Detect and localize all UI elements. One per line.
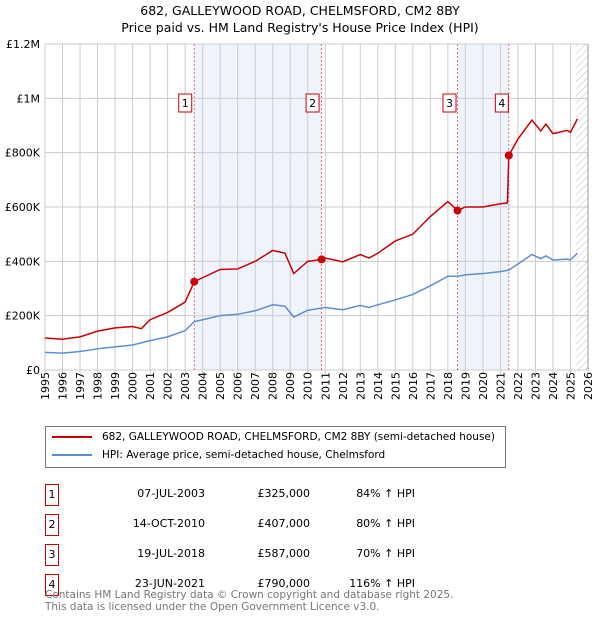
sale-marker-box — [305, 93, 320, 113]
hpi-line — [44, 252, 579, 354]
x-tick-label: 2009 — [284, 372, 297, 400]
sale-marker-box — [494, 93, 509, 113]
x-tick-label: 2024 — [547, 372, 560, 400]
sale-marker-label: 4 — [498, 97, 505, 110]
price-chart: 1995 1996 1997 1998 1999 2000 2001 2002 2003 2004… — [5, 38, 595, 400]
x-tick-label: 2004 — [197, 372, 210, 400]
x-tick-label: 2026 — [582, 372, 595, 400]
x-tick-label: 2018 — [442, 372, 455, 400]
x-tick-label: 2021 — [494, 372, 507, 400]
transaction-row: 3 19-JUL-2018 £587,000 70% ↑ HPI — [45, 544, 445, 566]
x-tick-label: 2002 — [162, 372, 175, 400]
x-tick-label: 2013 — [354, 372, 367, 400]
legend: 682, GALLEYWOOD ROAD, CHELMSFORD, CM2 8B… — [45, 426, 506, 468]
sale-marker-box — [178, 93, 193, 113]
sale-price: £407,000 — [257, 517, 311, 530]
y-tick-label: £1.2M — [6, 38, 40, 51]
x-tick-label: 2022 — [512, 372, 525, 400]
chart-title: 682, GALLEYWOOD ROAD, CHELMSFORD, CM2 8B… — [140, 3, 460, 18]
x-tick-label: 2019 — [459, 372, 472, 400]
sale-hpi-diff: 116% ↑ HPI — [349, 577, 415, 590]
x-tick-label: 2017 — [424, 372, 437, 400]
x-tick-label: 1999 — [109, 372, 122, 400]
sale-marker-badge: 2 — [45, 514, 59, 536]
x-tick-label: 1996 — [57, 372, 70, 400]
x-tick-label: 2008 — [267, 372, 280, 400]
x-tick-label: 2016 — [407, 372, 420, 400]
x-tick-label: 2001 — [144, 372, 157, 400]
x-tick-label: 2023 — [529, 372, 542, 400]
sale-marker-box — [442, 93, 457, 113]
y-tick-label: £0 — [26, 364, 40, 377]
x-tick-label: 1995 — [39, 372, 52, 400]
sale-date: 14-OCT-2010 — [132, 517, 205, 530]
y-tick-label: £400K — [5, 255, 41, 268]
x-tick-label: 2000 — [127, 372, 140, 400]
y-tick-label: £200K — [5, 310, 41, 323]
x-tick-label: 2015 — [389, 372, 402, 400]
x-tick-label: 1998 — [92, 372, 105, 400]
sale-marker-badge: 3 — [45, 544, 59, 566]
y-tick-label: £800K — [5, 147, 41, 160]
sale-price: £325,000 — [257, 487, 311, 500]
sale-hpi-diff: 80% ↑ HPI — [356, 517, 415, 530]
x-tick-label: 2005 — [214, 372, 227, 400]
x-tick-label: 2006 — [232, 372, 245, 400]
footer-line: Contains HM Land Registry data © Crown c… — [45, 589, 454, 601]
sale-hpi-diff: 84% ↑ HPI — [356, 487, 415, 500]
property-price-line — [44, 118, 579, 341]
sale-marker-badge: 4 — [45, 574, 59, 596]
legend-label: 682, GALLEYWOOD ROAD, CHELMSFORD, CM2 8B… — [102, 431, 495, 443]
sale-date: 07-JUL-2003 — [137, 487, 205, 500]
sale-point — [190, 277, 199, 286]
x-tick-label: 2020 — [477, 372, 490, 400]
sale-marker-label: 1 — [182, 97, 189, 110]
sale-date: 19-JUL-2018 — [137, 547, 205, 560]
legend-swatch-blue — [52, 454, 92, 456]
sale-price: £790,000 — [257, 577, 311, 590]
x-tick-label: 2010 — [302, 372, 315, 400]
transaction-row: 4 23-JUN-2021 £790,000 116% ↑ HPI — [45, 574, 445, 596]
sale-point — [504, 151, 513, 160]
x-tick-label: 2012 — [337, 372, 350, 400]
x-tick-label: 2011 — [319, 372, 332, 400]
chart-subtitle: Price paid vs. HM Land Registry's House … — [121, 20, 479, 35]
sale-marker-badge: 1 — [45, 484, 59, 506]
transaction-row: 2 14-OCT-2010 £407,000 80% ↑ HPI — [45, 514, 445, 536]
sale-point — [317, 255, 326, 264]
footer-line: This data is licensed under the Open Gov… — [45, 600, 380, 613]
sale-marker-label: 2 — [309, 97, 316, 110]
legend-item-hpi: HPI: Average price, semi-detached house,… — [52, 449, 385, 461]
x-tick-label: 1997 — [74, 372, 87, 400]
footer: Contains HM Land Registry data © Crown c… — [45, 589, 454, 613]
x-tick-label: 2014 — [372, 372, 385, 400]
x-tick-label: 2007 — [249, 372, 262, 400]
legend-label: HPI: Average price, semi-detached house,… — [102, 449, 386, 461]
legend-swatch-red — [52, 436, 92, 438]
y-tick-label: £600K — [5, 201, 41, 214]
sale-marker-label: 3 — [446, 97, 453, 110]
y-tick-label: £1M — [17, 92, 41, 105]
sale-price: £587,000 — [257, 547, 311, 560]
sale-date: 23-JUN-2021 — [134, 577, 205, 590]
sale-point — [453, 206, 462, 215]
x-tick-label: 2025 — [564, 372, 577, 400]
legend-item-property: 682, GALLEYWOOD ROAD, CHELMSFORD, CM2 8B… — [52, 431, 495, 443]
sale-hpi-diff: 70% ↑ HPI — [356, 547, 415, 560]
x-tick-label: 2003 — [179, 372, 192, 400]
transaction-row: 1 07-JUL-2003 £325,000 84% ↑ HPI — [45, 484, 445, 506]
